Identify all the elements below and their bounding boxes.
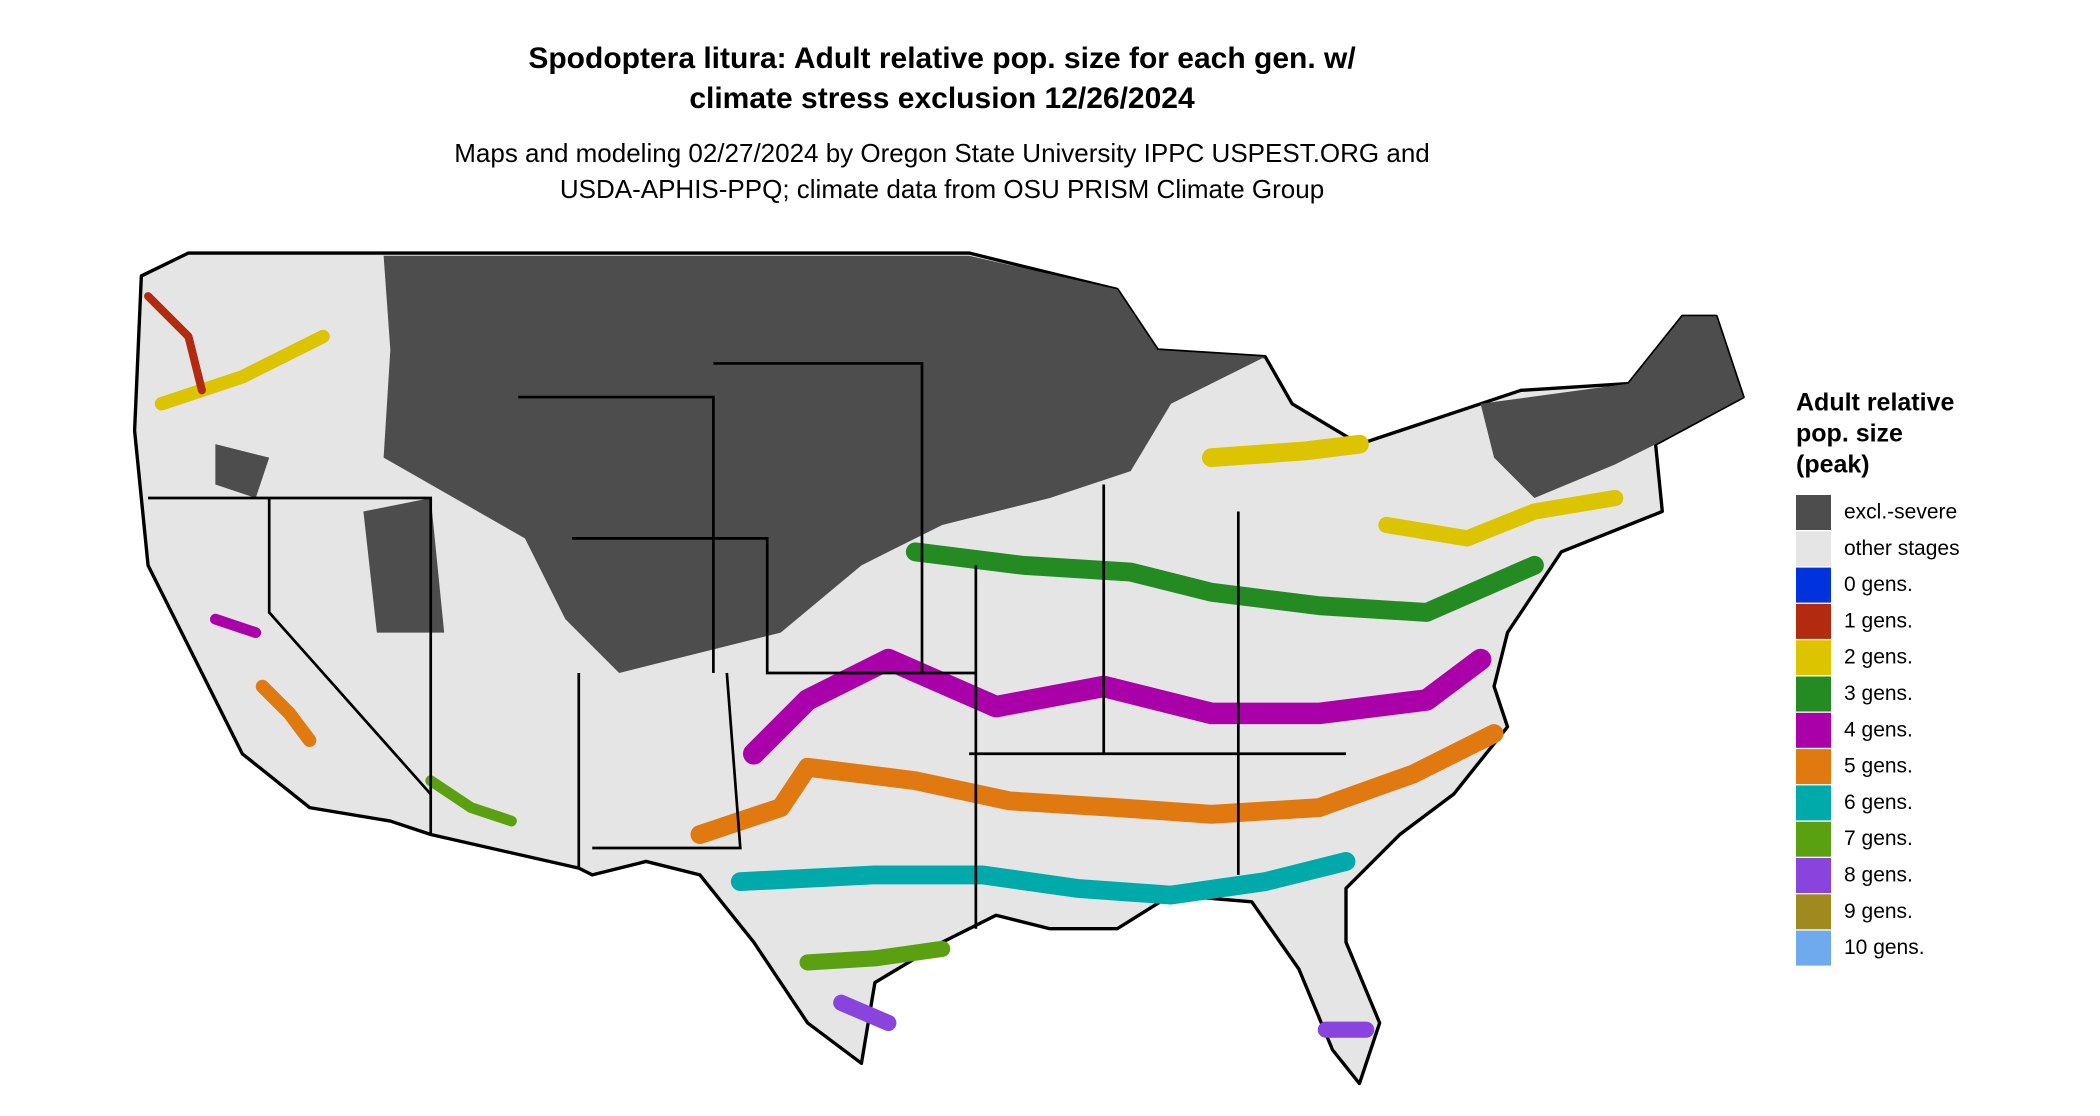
- legend-swatch: [1796, 749, 1831, 785]
- legend-swatch: [1796, 785, 1831, 821]
- legend-label: 9 gens.: [1844, 900, 1913, 923]
- legend-label: 3 gens.: [1844, 682, 1913, 705]
- state-line: [267, 498, 432, 796]
- legend-swatch: [1796, 894, 1831, 930]
- state-lines: [148, 362, 1346, 929]
- state-line: [713, 362, 924, 673]
- band-3: [905, 542, 1544, 622]
- legend-swatch: [1796, 821, 1831, 857]
- band-2: [1201, 434, 1369, 468]
- legend-label: 7 gens.: [1844, 827, 1913, 850]
- legend-title: Adult relative: [1796, 389, 1954, 417]
- legend-swatch: [1796, 603, 1831, 639]
- state-line: [148, 496, 433, 835]
- band-5: [255, 679, 317, 748]
- band-7: [425, 775, 517, 827]
- legend-label: excl.-severe: [1844, 501, 1957, 524]
- band-4: [209, 613, 262, 639]
- legend-label: 6 gens.: [1844, 791, 1913, 814]
- legend-label: other stages: [1844, 537, 1960, 560]
- excluded-region: [215, 444, 270, 499]
- band-1: [144, 292, 206, 395]
- subtitle: USDA-APHIS-PPQ; climate data from OSU PR…: [560, 174, 1324, 204]
- excluded-region: [383, 255, 1266, 673]
- title: Spodoptera litura: Adult relative pop. s…: [528, 42, 1356, 75]
- legend-swatch: [1796, 495, 1831, 530]
- legend-label: 10 gens.: [1844, 936, 1925, 959]
- legend-swatch: [1796, 858, 1831, 893]
- band-8: [833, 994, 897, 1032]
- band-2: [1378, 489, 1624, 547]
- legend: Adult relative pop. size (peak) excl.-sever…: [1796, 389, 1960, 966]
- state-line: [592, 672, 742, 850]
- band-7: [799, 940, 951, 971]
- legend-swatch: [1796, 567, 1831, 603]
- legend-title: (peak): [1796, 451, 1870, 479]
- state-line: [572, 537, 976, 675]
- subtitle: Maps and modeling 02/27/2024 by Oregon S…: [454, 138, 1430, 168]
- map: [132, 251, 1745, 1086]
- title: climate stress exclusion 12/26/2024: [689, 82, 1195, 115]
- state-line: [518, 395, 715, 673]
- legend-swatch: [1796, 640, 1831, 676]
- legend-swatch: [1796, 676, 1831, 712]
- legend-swatch: [1796, 531, 1831, 567]
- legend-label: 1 gens.: [1844, 609, 1913, 632]
- legend-swatch: [1796, 712, 1831, 748]
- band-5: [690, 724, 1504, 844]
- band-2: [154, 329, 330, 411]
- legend-label: 5 gens.: [1844, 755, 1913, 778]
- band-6: [730, 852, 1356, 905]
- legend-label: 0 gens.: [1844, 573, 1913, 596]
- excluded-region: [363, 498, 445, 633]
- legend-label: 8 gens.: [1844, 864, 1913, 887]
- legend-label: 2 gens.: [1844, 646, 1913, 669]
- legend-title: pop. size: [1796, 420, 1903, 448]
- legend-swatch: [1796, 930, 1831, 966]
- legend-label: 4 gens.: [1844, 718, 1913, 741]
- excluded-region: [1480, 316, 1744, 499]
